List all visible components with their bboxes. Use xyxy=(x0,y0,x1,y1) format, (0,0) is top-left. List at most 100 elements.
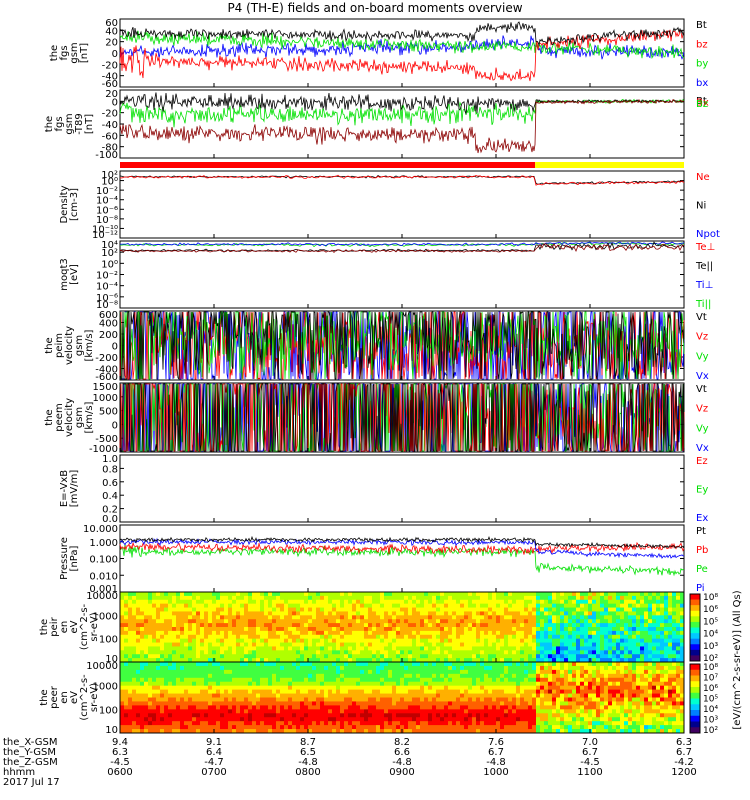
spectrogram-cell xyxy=(624,595,629,601)
spectrogram-cell xyxy=(180,681,185,687)
spectrogram-cell xyxy=(480,701,485,706)
spectrogram-cell xyxy=(372,689,377,694)
spectrogram-cell xyxy=(136,642,141,647)
spectrogram-cell xyxy=(604,642,609,647)
spectrogram-cell xyxy=(404,685,409,691)
spectrogram-cell xyxy=(604,607,609,612)
spectrogram-cell xyxy=(216,713,221,718)
y-tick-label: 100 xyxy=(99,705,118,716)
spectrogram-cell xyxy=(460,697,465,702)
spectrogram-cell xyxy=(572,638,577,643)
spectrogram-cell xyxy=(388,658,393,663)
spectrogram-cell xyxy=(460,592,465,597)
spectrogram-cell xyxy=(188,627,193,632)
legend-entry: Vy xyxy=(696,423,709,434)
spectrogram-cell xyxy=(444,662,449,667)
spectrogram-cell xyxy=(204,693,209,698)
spectrogram-cell xyxy=(152,677,157,683)
spectrogram-cell xyxy=(168,705,173,710)
spectrogram-cell xyxy=(368,650,373,655)
spectrogram-cell xyxy=(568,646,573,651)
spectrogram-cell xyxy=(612,611,617,616)
spectrogram-cell xyxy=(296,599,301,605)
spectrogram-cell xyxy=(308,642,313,647)
spectrogram-cell xyxy=(444,697,449,702)
spectrogram-cell xyxy=(536,619,541,624)
spectrogram-cell xyxy=(356,646,361,651)
spectrogram-cell xyxy=(580,627,585,632)
spectrogram-cell xyxy=(128,642,133,647)
spectrogram-cell xyxy=(452,689,457,694)
legend-entry: Pb xyxy=(696,545,708,556)
y-tick-label: 10000 xyxy=(86,591,118,602)
spectrogram-cell xyxy=(148,725,153,730)
spectrogram-cell xyxy=(256,592,261,597)
spectrogram-cell xyxy=(400,595,405,601)
spectrogram-cell xyxy=(492,729,497,734)
spectrogram-cell xyxy=(468,685,473,691)
spectrogram-cell xyxy=(400,627,405,632)
spectrogram-cell xyxy=(492,650,497,655)
spectrogram-cell xyxy=(136,607,141,612)
spectrogram-cell xyxy=(216,717,221,722)
spectrogram-cell xyxy=(144,681,149,687)
spectrogram-cell xyxy=(520,713,525,718)
spectrogram-cell xyxy=(564,729,569,734)
spectrogram-cell xyxy=(144,705,149,710)
spectrogram-cell xyxy=(516,611,521,616)
spectrogram-cell xyxy=(196,634,201,640)
spectrogram-cell xyxy=(552,709,557,714)
spectrogram-cell xyxy=(208,607,213,612)
spectrogram-cell xyxy=(628,642,633,647)
spectrogram-cell xyxy=(532,693,537,698)
spectrogram-cell xyxy=(260,623,265,628)
spectrogram-cell xyxy=(452,599,457,605)
spectrogram-cell xyxy=(268,681,273,687)
spectrogram-cell xyxy=(468,615,473,620)
spectrogram-cell xyxy=(476,709,481,714)
spectrogram-cell xyxy=(312,681,317,687)
spectrogram-cell xyxy=(428,595,433,601)
spectrogram-cell xyxy=(184,603,189,608)
spectrogram-cell xyxy=(556,619,561,624)
spectrogram-cell xyxy=(588,654,593,659)
spectrogram-cell xyxy=(380,611,385,616)
spectrogram-cell xyxy=(208,709,213,714)
spectrogram-cell xyxy=(604,611,609,616)
spectrogram-cell xyxy=(556,627,561,632)
y-tick-label: -40 xyxy=(102,120,118,131)
spectrogram-cell xyxy=(508,705,513,710)
spectrogram-cell xyxy=(220,599,225,605)
spectrogram-cell xyxy=(584,599,589,605)
spectrogram-cell xyxy=(200,681,205,687)
spectrogram-cell xyxy=(300,615,305,620)
spectrogram-cell xyxy=(380,693,385,698)
spectrogram-cell xyxy=(144,654,149,659)
spectrogram-cell xyxy=(320,662,325,667)
spectrogram-cell xyxy=(564,607,569,612)
spectrogram-cell xyxy=(624,650,629,655)
spectrogram-cell xyxy=(184,697,189,702)
spectrogram-cell xyxy=(356,623,361,628)
spectrogram-cell xyxy=(212,638,217,643)
spectrogram-cell xyxy=(136,634,141,640)
spectrogram-cell xyxy=(404,603,409,608)
spectrogram-cell xyxy=(248,627,253,632)
spectrogram-cell xyxy=(168,646,173,651)
spectrogram-cell xyxy=(596,595,601,601)
spectrogram-cell xyxy=(224,642,229,647)
spectrogram-cell xyxy=(360,603,365,608)
spectrogram-cell xyxy=(500,681,505,687)
spectrogram-cell xyxy=(148,697,153,702)
spectrogram-cell xyxy=(220,721,225,726)
spectrogram-cell xyxy=(176,634,181,640)
spectrogram-cell xyxy=(152,646,157,651)
spectrogram-cell xyxy=(444,725,449,730)
spectrogram-cell xyxy=(584,673,589,679)
spectrogram-cell xyxy=(196,650,201,655)
spectrogram-cell xyxy=(636,599,641,605)
spectrogram-cell xyxy=(524,669,529,675)
spectrogram-cell xyxy=(144,595,149,601)
spectrogram-cell xyxy=(620,623,625,628)
spectrogram-cell xyxy=(456,658,461,663)
